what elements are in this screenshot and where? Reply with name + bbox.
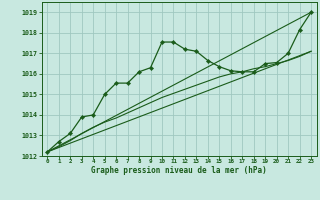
X-axis label: Graphe pression niveau de la mer (hPa): Graphe pression niveau de la mer (hPa) — [91, 166, 267, 175]
